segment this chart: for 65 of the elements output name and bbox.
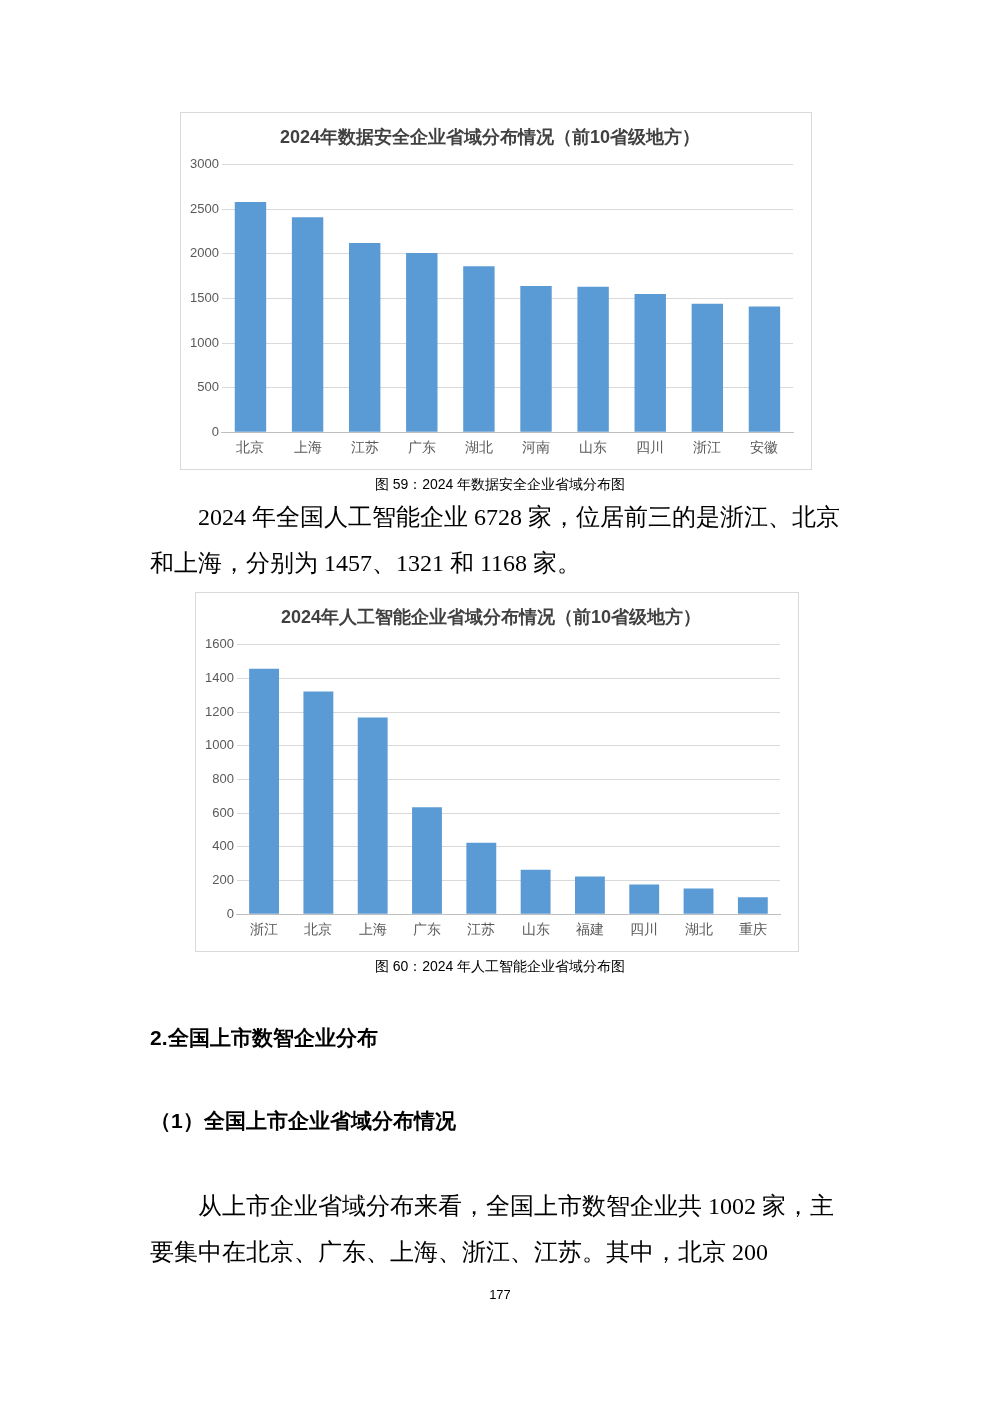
y-tick-label: 0 — [226, 905, 234, 921]
bar — [748, 306, 781, 432]
bar — [249, 668, 280, 914]
x-tick-label: 四川 — [630, 922, 659, 938]
caption: 图 59：2024 年数据安全企业省域分布图 — [373, 476, 627, 494]
x-tick-label: 北京 — [236, 440, 265, 456]
bar — [234, 202, 267, 432]
x-tick-label: 湖北 — [464, 440, 493, 456]
bar — [574, 876, 605, 914]
x-tick-label: 上海 — [293, 440, 322, 456]
x-tick-label: 江苏 — [350, 440, 379, 456]
bar — [412, 807, 442, 914]
bar — [406, 252, 438, 432]
x-tick-label: 浙江 — [250, 922, 279, 938]
x-tick-label: 重庆 — [738, 922, 767, 938]
y-tick-label: 3000 — [190, 156, 219, 172]
y-tick-label: 1200 — [205, 703, 234, 719]
bar — [520, 285, 552, 432]
x-tick-label: 福建 — [575, 922, 604, 938]
y-tick-label: 2000 — [190, 245, 219, 261]
bar — [737, 897, 768, 914]
y-tick-label: 600 — [212, 804, 234, 820]
y-tick-label: 1000 — [190, 334, 219, 350]
x-tick-label: 上海 — [358, 922, 387, 938]
x-tick-label: 浙江 — [693, 440, 722, 456]
y-tick-label: 500 — [197, 379, 219, 395]
bar — [291, 217, 324, 432]
y-tick-label: 800 — [212, 770, 234, 786]
y-tick-label: 400 — [212, 838, 234, 854]
y-tick-label: 1600 — [205, 636, 234, 652]
text: 2024 年全国人工智能企业 6728 家，位居前三的是浙江、北京和上海，分别为 1457、1321 和 1168 家。 — [150, 503, 840, 578]
y-tick-label: 1500 — [190, 289, 219, 305]
x-tick-label: 山东 — [521, 922, 550, 938]
y-tick-label: 1400 — [205, 669, 234, 685]
bar — [520, 869, 551, 914]
bar — [691, 303, 724, 432]
bar — [634, 293, 666, 432]
x-tick-label: 广东 — [413, 922, 441, 938]
x-tick-label: 四川 — [636, 440, 665, 456]
x-tick-label: 安徽 — [750, 440, 779, 456]
y-tick-label: 1000 — [205, 737, 234, 753]
text: 177 — [488, 1287, 512, 1302]
text: 2.全国上市数智企业分布 — [150, 1025, 379, 1051]
bar — [577, 286, 609, 432]
y-tick-label: 0 — [211, 423, 219, 439]
bar — [463, 266, 495, 432]
x-tick-label: 湖北 — [684, 922, 713, 938]
x-tick-label: 江苏 — [467, 922, 496, 938]
text: 从上市企业省域分布来看，全国上市数智企业共 1002 家，主要集中在北京、广东、上海、浙江、江苏。其中，北京 200 — [150, 1192, 835, 1267]
bar — [303, 691, 334, 914]
text: （1）全国上市企业省域分布情况 — [150, 1108, 457, 1134]
chart-title: 2024年数据安全企业省域分布情况（前10省级地方） — [279, 126, 701, 147]
bar — [357, 717, 388, 914]
y-tick-label: 2500 — [190, 200, 219, 216]
bar — [348, 243, 381, 432]
caption: 图 60：2024 年人工智能企业省域分布图 — [373, 958, 627, 976]
y-tick-label: 200 — [212, 872, 234, 888]
x-tick-label: 山东 — [579, 440, 608, 456]
bar — [466, 842, 497, 914]
x-tick-label: 河南 — [522, 440, 551, 456]
chart-title: 2024年人工智能企业省域分布情况（前10省级地方） — [280, 606, 702, 627]
x-tick-label: 北京 — [304, 922, 333, 938]
bar — [629, 884, 660, 914]
x-tick-label: 广东 — [407, 440, 436, 456]
bar — [683, 888, 714, 914]
